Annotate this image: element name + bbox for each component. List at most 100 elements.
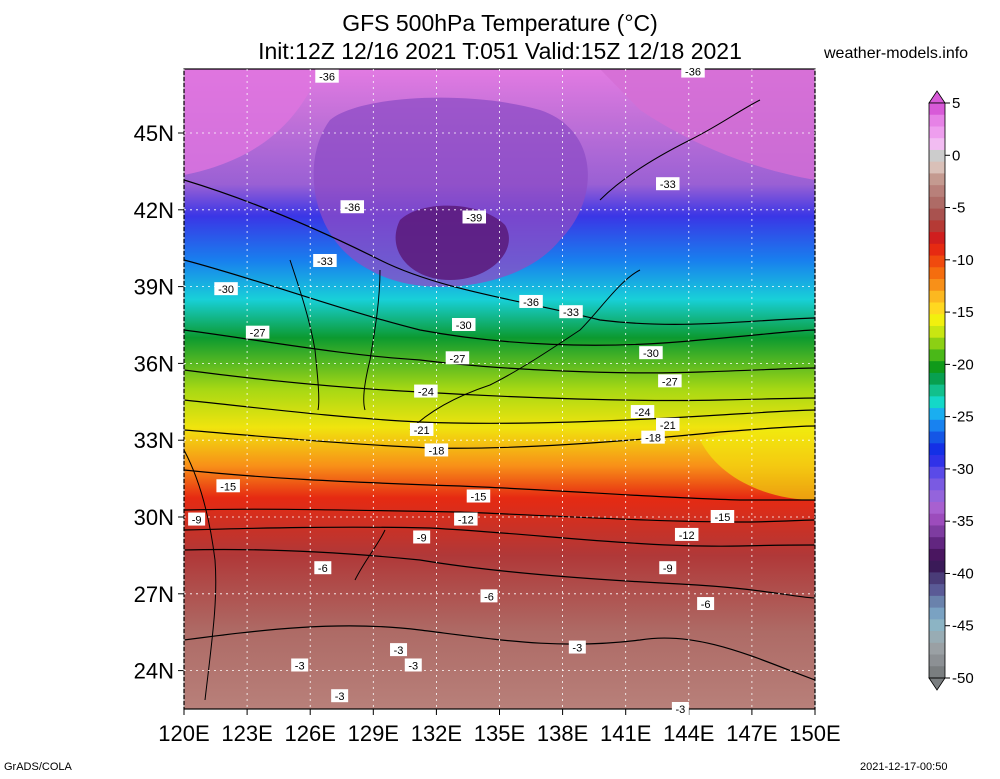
colorbar-segment [929, 607, 945, 620]
colorbar-segment [929, 325, 945, 339]
lat-label: 30N [134, 505, 174, 530]
map-title: GFS 500hPa Temperature (°C) [342, 10, 658, 36]
colorbar-segment [929, 666, 945, 679]
colorbar-tick-label: -15 [952, 304, 974, 321]
contour-label-bg [568, 640, 586, 654]
contour-label-bg [641, 430, 665, 444]
contour-label: -3 [295, 660, 305, 672]
colorbar-segment [929, 513, 945, 526]
latitude-labels: 45N 42N 39N 36N 33N 30N 27N 24N [134, 121, 174, 684]
colorbar-segment [929, 384, 945, 397]
colorbar-segment [929, 279, 945, 292]
colorbar-tick-label: -25 [952, 409, 974, 426]
contour-label: -39 [466, 212, 482, 224]
contour-label-bg [466, 489, 491, 503]
contour-label-bg [313, 254, 337, 267]
contour-label-bg [413, 530, 431, 544]
coastlines [184, 99, 761, 701]
colorbar-tick-label: -35 [952, 513, 974, 530]
colorbar-segment [929, 419, 945, 433]
colorbar-segment [929, 548, 945, 562]
colorbar-tick-label: -30 [952, 461, 974, 478]
colorbar-segment [929, 302, 945, 315]
colorbar-segment [929, 255, 945, 268]
contour-label: -33 [317, 256, 333, 268]
colorbar-segment [929, 243, 945, 257]
contour-label-bg [697, 597, 715, 611]
contour-label-bg [658, 374, 682, 388]
contour-label-bg [671, 702, 689, 715]
contour-label: -6 [701, 599, 711, 611]
colorbar-segment [929, 173, 945, 186]
longitude-labels: 120E 123E 126E 129E 132E 135E 138E 141E 144E 147E… [158, 721, 840, 746]
isotherm-18 [184, 425, 815, 449]
contour-label-bg [188, 512, 206, 526]
lat-label: 45N [134, 121, 174, 146]
map-subtitle: Init:12Z 12/16 2021 T:051 Valid:15Z 12/1… [258, 38, 742, 64]
contour-label-bg [314, 561, 332, 575]
contour-label: -21 [414, 425, 430, 437]
contour-label: -9 [663, 563, 673, 575]
contour-label: -27 [449, 353, 465, 365]
contour-label: -33 [660, 179, 676, 191]
isotherm-33 [184, 179, 815, 325]
contour-labels: -36 -36 -36 -39 -33 -33 -30 -36 -33 -27 -30 -30 -27 -… [188, 64, 735, 716]
colorbar-segment [929, 595, 945, 609]
contour-label-bg [639, 346, 663, 360]
contour-label-bg [674, 527, 699, 541]
contour-label: -36 [319, 72, 335, 84]
contour-label: -15 [715, 512, 731, 524]
isotherm-21 [184, 399, 815, 424]
contour-label: -36 [344, 202, 360, 214]
colorbar-top-arrow [928, 90, 946, 104]
colorbar-segment [929, 408, 945, 421]
lat-label: 24N [134, 659, 174, 684]
upper-right-warm [600, 69, 815, 180]
colorbar-segment [929, 431, 945, 444]
lat-label: 39N [134, 275, 174, 300]
lat-label: 36N [134, 351, 174, 376]
cold-core [395, 205, 509, 280]
contour-label: -27 [662, 376, 678, 388]
warm-tongue [700, 425, 815, 500]
colorbar-segment [929, 537, 945, 550]
colorbar-segment [929, 572, 945, 585]
lon-label: 150E [789, 721, 840, 746]
colorbar-segment [929, 149, 945, 163]
lat-label: 27N [134, 582, 174, 607]
contour-label-bg [445, 351, 470, 365]
lon-label: 123E [221, 721, 272, 746]
cold-region [313, 97, 588, 287]
colorbar-segment [929, 103, 945, 116]
colorbar-segment [929, 220, 945, 233]
contour-label: -24 [418, 387, 434, 399]
colorbar-segment [929, 478, 945, 491]
contour-label: -30 [218, 284, 234, 296]
contour-label: -36 [685, 67, 701, 79]
colorbar-bottom-arrow [928, 677, 946, 691]
colorbar-segment [929, 161, 945, 174]
contour-label: -6 [484, 591, 494, 603]
isotherm-24 [184, 369, 815, 402]
colorbar-segment [929, 396, 945, 409]
contour-label: -15 [471, 492, 487, 504]
colorbar-segment [929, 619, 945, 632]
contour-label: -9 [192, 515, 202, 527]
coastline-islands [354, 529, 386, 581]
isotherm-15 [184, 469, 815, 501]
isotherm-30 [184, 259, 815, 346]
contour-label-bg [424, 443, 449, 457]
colorbar-segment [929, 126, 945, 139]
colorbar-tick-label: -20 [952, 356, 974, 373]
contour-label: -24 [635, 407, 651, 419]
colorbar-segment [929, 525, 945, 538]
contour-label: -12 [458, 515, 474, 527]
timestamp: 2021-12-17-00:50 [860, 761, 948, 773]
contour-label: -3 [335, 691, 345, 703]
colorbar-tick-label: 5 [952, 95, 960, 112]
colorbar-segment [929, 443, 945, 456]
contour-label-bg [519, 294, 543, 308]
colorbar-segment [929, 138, 945, 151]
colorbar-segment [929, 267, 945, 280]
